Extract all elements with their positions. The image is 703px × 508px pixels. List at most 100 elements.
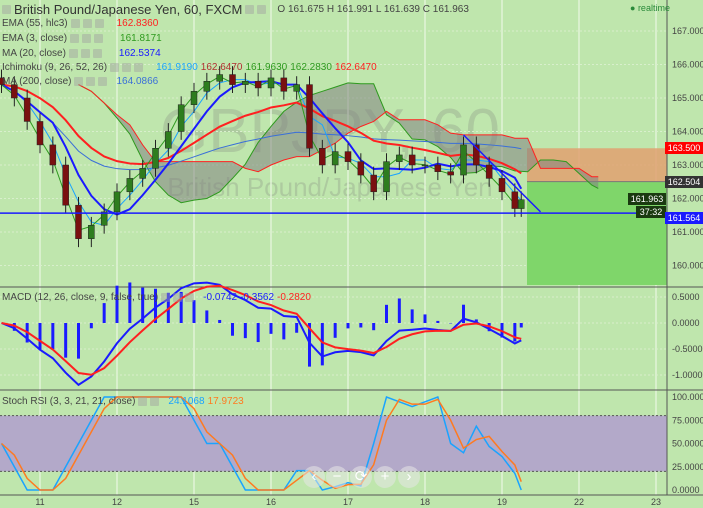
legend-ema55[interactable]: EMA (55, hlc3) 162.8360 — [2, 18, 159, 29]
legend-ichimoku[interactable]: Ichimoku (9, 26, 52, 26) 161.9190 162.647… — [2, 62, 377, 73]
macd-tick-label: -0.5000 — [672, 344, 703, 354]
macd-histogram-bar — [38, 323, 42, 350]
candle — [88, 225, 95, 239]
macd-histogram-bar — [154, 288, 157, 323]
legend-ema3[interactable]: EMA (3, close) 161.8171 — [2, 33, 162, 44]
gear-icon[interactable] — [257, 5, 267, 14]
gear-icon[interactable] — [122, 63, 132, 72]
legend-macd[interactable]: MACD (12, 26, close, 9, false, true) -0.… — [2, 292, 311, 303]
candle — [370, 174, 377, 193]
candle — [473, 144, 480, 166]
close-icon[interactable] — [134, 63, 144, 72]
legend-stoch-rsi[interactable]: Stoch RSI (3, 3, 21, 21, close) 24.1068 1… — [2, 396, 244, 407]
price-tick-label: 163.000 — [672, 160, 703, 170]
macd-histogram-bar — [102, 303, 106, 323]
candle — [267, 77, 275, 89]
eye-icon[interactable] — [110, 63, 120, 72]
ema55-line — [1, 83, 522, 175]
macd-histogram-bar — [295, 323, 299, 333]
date-tick-label: 19 — [497, 497, 507, 507]
macd-histogram-bar — [192, 300, 196, 323]
date-tick-label: 17 — [343, 497, 353, 507]
close-icon[interactable] — [185, 293, 195, 302]
macd-histogram-bar — [320, 323, 324, 366]
eye-icon[interactable] — [74, 77, 84, 86]
stoch-tick-label: 100.0000 — [672, 392, 703, 402]
reset-button[interactable]: ⟳ — [350, 466, 372, 488]
gear-icon[interactable] — [82, 19, 92, 28]
candle — [165, 131, 172, 149]
close-icon[interactable] — [94, 34, 104, 43]
hline-price-label: 161.564 — [665, 212, 703, 224]
signal-line — [1, 284, 522, 376]
scroll-left-button[interactable]: ‹ — [303, 466, 325, 488]
macd-histogram-bar — [231, 323, 234, 336]
macd-histogram-bar — [462, 304, 465, 323]
candle — [216, 74, 223, 82]
candle — [62, 164, 69, 206]
zoom-in-button[interactable]: + — [374, 466, 396, 488]
macd-histogram-bar — [333, 323, 337, 338]
entry-price-label: 162.504 — [665, 176, 703, 188]
macd-histogram-bar — [179, 291, 183, 323]
macd-histogram-bar — [474, 319, 478, 323]
candle — [190, 91, 198, 105]
eye-icon[interactable] — [70, 19, 80, 28]
date-tick-label: 22 — [574, 497, 584, 507]
candle — [75, 204, 82, 239]
macd-histogram-bar — [513, 323, 517, 342]
date-tick-label: 16 — [266, 497, 276, 507]
stoch-tick-label: 25.0000 — [672, 462, 703, 472]
chart-menu-icon[interactable] — [2, 5, 11, 14]
stoch-d-line — [0, 396, 522, 491]
candle — [306, 84, 313, 149]
macd-histogram-bar — [51, 323, 55, 350]
gear-icon[interactable] — [86, 77, 96, 86]
macd-histogram-bar — [218, 319, 222, 323]
close-icon[interactable] — [94, 19, 104, 28]
candle — [498, 178, 506, 193]
macd-tick-label: 0.5000 — [672, 292, 700, 302]
eye-icon[interactable] — [245, 5, 255, 14]
legend-ma200[interactable]: MA (200, close) 164.0866 — [2, 76, 159, 87]
macd-histogram-bar — [269, 323, 273, 334]
macd-histogram-bar — [359, 323, 363, 328]
close-icon[interactable] — [98, 77, 108, 86]
stoch-band — [0, 415, 667, 472]
candle — [11, 84, 18, 99]
macd-histogram-bar — [205, 310, 209, 323]
candle — [242, 81, 249, 85]
scroll-right-button[interactable]: › — [398, 466, 420, 488]
ichimoku-span-b — [78, 84, 599, 178]
gear-icon[interactable] — [150, 397, 160, 406]
stoch-tick-label: 50.0000 — [672, 439, 703, 449]
candle — [511, 191, 519, 209]
macd-histogram-bar — [372, 323, 376, 331]
date-tick-label: 15 — [189, 497, 199, 507]
candle — [447, 171, 454, 176]
close-icon[interactable] — [92, 49, 102, 58]
gear-icon[interactable] — [80, 49, 90, 58]
gear-icon[interactable] — [173, 293, 183, 302]
eye-icon[interactable] — [70, 34, 80, 43]
candle — [319, 148, 326, 166]
zoom-out-button[interactable]: − — [326, 466, 348, 488]
gear-icon[interactable] — [82, 34, 92, 43]
candle — [518, 199, 525, 209]
macd-histogram-bar — [410, 309, 414, 323]
price-tick-label: 165.000 — [672, 93, 703, 103]
eye-icon[interactable] — [68, 49, 78, 58]
ohlc-readout: O 161.675 H 161.991 L 161.639 C 161.963 — [277, 4, 469, 15]
macd-histogram-bar — [385, 304, 388, 323]
eye-icon[interactable] — [138, 397, 148, 406]
legend-ma20[interactable]: MA (20, close) 162.5374 — [2, 48, 161, 59]
eye-icon[interactable] — [161, 293, 171, 302]
price-tick-label: 167.000 — [672, 26, 703, 36]
macd-histogram-bar — [243, 323, 247, 339]
macd-tick-label: -1.0000 — [672, 370, 703, 380]
macd-histogram-bar — [436, 320, 440, 323]
candle — [344, 151, 352, 162]
candle — [203, 81, 211, 92]
candle — [485, 164, 493, 179]
